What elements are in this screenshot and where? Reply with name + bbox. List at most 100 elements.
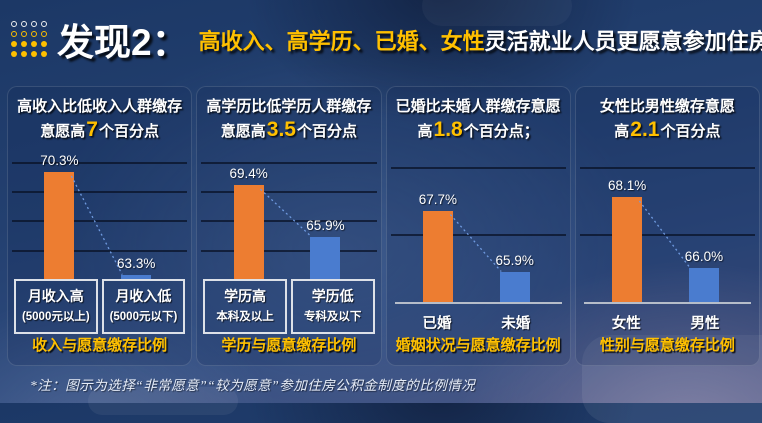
value-label: 68.1%: [608, 178, 647, 193]
blue-bar-月收入低: [121, 274, 152, 279]
gridline: [12, 220, 188, 223]
category-labels: 月收入高 (5000元以上) 月收入低 (5000元以下): [14, 279, 186, 334]
gridline: [12, 161, 188, 164]
category-labels: 学历高 本科及以上 学历低 专科及以下: [203, 279, 375, 334]
value-label: 69.4%: [229, 166, 268, 182]
panel-heading: 高收入比低收入人群缴存 意愿高7个百分点: [14, 95, 185, 143]
dot-icon: [10, 41, 17, 48]
heading-text: 高: [417, 123, 433, 140]
gridline: [579, 234, 755, 237]
heading-number: 1.8: [433, 118, 463, 141]
heading-line2: 高1.8个百分点；: [393, 118, 564, 143]
heading-text: 个百分点: [660, 123, 721, 140]
heading-line2: 意愿高7个百分点: [14, 118, 185, 143]
heading-line1: 已婚比未婚人群缴存意愿: [395, 98, 561, 115]
category-name: 未婚: [501, 316, 531, 333]
panel-heading: 高学历比低学历人群缴存 意愿高3.5个百分点: [203, 95, 374, 143]
heading-number: 7: [86, 118, 98, 141]
background-blur-shape: [422, 0, 572, 26]
chart-caption: 婚姻状况与愿意缴存比例: [395, 337, 561, 354]
category-labels: 已婚 未婚: [393, 308, 564, 334]
chart-caption: 收入与愿意缴存比例: [32, 337, 168, 354]
gridline: [201, 161, 377, 164]
orange-bar-月收入高: [44, 172, 75, 279]
dot-icon: [10, 30, 17, 37]
category-name: 月收入低: [115, 288, 172, 304]
heading-line1: 高收入比低收入人群缴存: [17, 98, 183, 115]
heading-text: 高: [614, 123, 630, 140]
category-sublabel: (5000元以上): [21, 311, 90, 323]
heading-text: 意愿高: [220, 123, 266, 140]
dots-grid-icon: [10, 20, 47, 58]
panel-marriage: 已婚比未婚人群缴存意愿 高1.8个百分点； 67.7% 65.9% 已婚 未婚 婚…: [385, 86, 571, 366]
bar-chart-education: 69.4% 65.9%: [201, 153, 377, 279]
value-label: 70.3%: [40, 153, 79, 168]
heading-number: 3.5: [266, 118, 296, 141]
connector-dotted-line: [449, 214, 502, 272]
page-title: 发现2：: [57, 22, 189, 63]
page-subtitle: 高收入、高学历、已婚、女性灵活就业人员更愿意参加住房公积金制度: [199, 24, 762, 56]
orange-bar-学历高: [233, 185, 264, 279]
category-sublabel: (5000元以下): [109, 311, 178, 323]
panel-education: 高学历比低学历人群缴存 意愿高3.5个百分点 69.4% 65.9% 学历高 本科…: [196, 86, 382, 366]
panel-heading: 女性比男性缴存意愿 高2.1个百分点: [582, 95, 753, 143]
dot-icon: [30, 51, 37, 58]
panels-row: 高收入比低收入人群缴存 意愿高7个百分点 70.3% 63.3% 月收入高 (50…: [7, 86, 760, 366]
bar-chart-income: 70.3% 63.3%: [12, 153, 188, 279]
category-sublabel: 专科及以下: [303, 311, 362, 323]
bar-chart-gender: 68.1% 66.0%: [579, 153, 755, 305]
orange-bar-女性: [612, 197, 643, 303]
panel-heading: 已婚比未婚人群缴存意愿 高1.8个百分点；: [393, 95, 564, 143]
category-label-box: 月收入低 (5000元以下): [101, 279, 186, 334]
category-name: 男性: [690, 316, 720, 333]
dot-icon: [30, 41, 37, 48]
gridline: [201, 191, 377, 194]
gridline: [579, 166, 755, 169]
heading-text: 个百分点；: [463, 123, 539, 140]
value-label: 65.9%: [306, 217, 345, 233]
dot-icon: [30, 20, 37, 27]
subtitle-rest: 灵活就业人员更愿意参加住房公积金制度: [484, 29, 762, 54]
footnote: *注：图示为选择“非常愿意”“较为愿意”参加住房公积金制度的比例情况: [30, 378, 476, 393]
gridline: [12, 249, 188, 252]
heading-text: 个百分点: [296, 123, 357, 140]
blue-bar-男性: [688, 268, 719, 303]
category-name: 学历低: [311, 288, 354, 304]
heading-text: 个百分点: [98, 123, 159, 140]
orange-bar-已婚: [422, 210, 453, 303]
category-label-box: 学历高 本科及以上: [203, 279, 287, 334]
gridline: [12, 191, 188, 194]
gridline: [201, 249, 377, 252]
category-labels: 女性 男性: [582, 308, 753, 334]
heading-line1: 女性比男性缴存意愿: [599, 98, 735, 115]
header: 发现2： 高收入、高学历、已婚、女性灵活就业人员更愿意参加住房公积金制度: [10, 20, 762, 61]
dot-icon: [20, 51, 27, 58]
subtitle-highlight: 高收入、高学历、已婚、女性: [198, 29, 485, 54]
heading-number: 2.1: [630, 118, 660, 141]
value-label: 65.9%: [495, 252, 534, 268]
dot-icon: [20, 20, 27, 27]
dot-icon: [40, 41, 47, 48]
blue-bar-学历低: [310, 236, 341, 279]
heading-line2: 意愿高3.5个百分点: [203, 118, 374, 143]
dot-icon: [40, 30, 47, 37]
dot-icon: [10, 51, 17, 58]
heading-line1: 高学历比低学历人群缴存: [206, 98, 372, 115]
panel-income: 高收入比低收入人群缴存 意愿高7个百分点 70.3% 63.3% 月收入高 (50…: [7, 86, 193, 366]
connector-dotted-line: [638, 200, 691, 269]
heading-line2: 高2.1个百分点: [582, 118, 753, 143]
dot-icon: [30, 30, 37, 37]
category-label-box: 学历低 专科及以下: [290, 279, 375, 334]
dot-icon: [20, 41, 27, 48]
heading-text: 意愿高: [40, 123, 86, 140]
category-name: 学历高: [224, 288, 267, 304]
value-label: 63.3%: [117, 255, 156, 271]
gridline: [390, 166, 566, 169]
dot-icon: [40, 20, 47, 27]
bar-chart-marriage: 67.7% 65.9%: [390, 153, 566, 305]
category-name: 月收入高: [27, 288, 84, 304]
category-name: 女性: [611, 316, 641, 333]
value-label: 67.7%: [418, 191, 458, 207]
gridline: [390, 234, 566, 237]
category-sublabel: 本科及以上: [216, 311, 274, 323]
